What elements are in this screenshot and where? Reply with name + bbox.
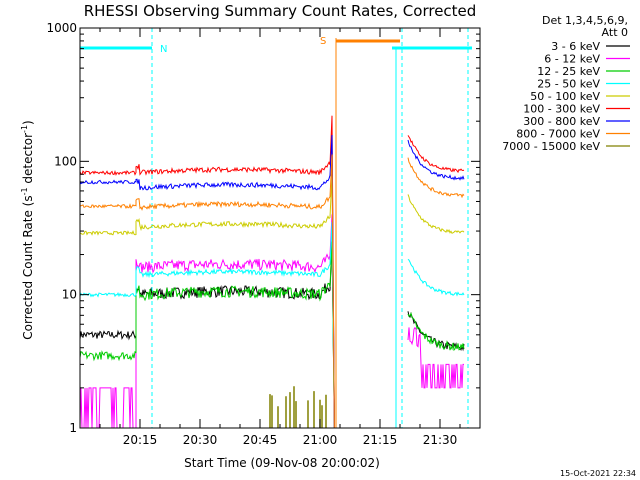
series-line-1 — [79, 241, 465, 429]
y-tick-label: 100 — [54, 154, 77, 168]
legend-label: 12 - 25 keV — [537, 65, 600, 78]
series-line-8 — [79, 154, 465, 429]
x-tick-label: 21:15 — [363, 433, 398, 447]
series-line-6 — [79, 115, 465, 429]
series-line-3 — [79, 241, 465, 429]
x-tick-label: 20:45 — [243, 433, 278, 447]
chart-title: RHESSI Observing Summary Count Rates, Co… — [84, 2, 477, 20]
series-line-7 — [79, 134, 465, 429]
series-line-5 — [79, 174, 465, 429]
x-axis: 20:15 20:30 20:45 21:00 21:15 21:30 — [99, 28, 461, 447]
x-tick-label: 20:30 — [183, 433, 218, 447]
flag-label-saa: S — [320, 36, 326, 47]
x-axis-label: Start Time (09-Nov-08 20:00:02) — [184, 456, 380, 470]
series-line-4 — [79, 222, 465, 429]
y-tick-label: 1 — [69, 421, 77, 435]
x-tick-label: 20:15 — [123, 433, 158, 447]
y-tick-label: 1000 — [46, 21, 77, 35]
y-tick-label: 10 — [62, 288, 77, 302]
legend-label: 300 - 800 keV — [523, 115, 600, 128]
legend-label: 6 - 12 keV — [544, 53, 600, 66]
x-tick-label: 21:00 — [303, 433, 338, 447]
legend-label: 7000 - 15000 keV — [502, 140, 600, 153]
legend-label: 50 - 100 keV — [530, 90, 600, 103]
legend-header-1: Det 1,3,4,5,6,9, — [542, 14, 628, 27]
timestamp: 15-Oct-2021 22:34 — [560, 469, 636, 478]
flag-label-night: N — [160, 44, 167, 55]
legend-label: 100 - 300 keV — [523, 103, 600, 116]
legend-label: 800 - 7000 keV — [516, 128, 600, 141]
plot-frame — [79, 27, 481, 429]
y-axis-label: Corrected Count Rate (s-1 detector-1) — [20, 120, 35, 339]
x-tick-label: 21:30 — [423, 433, 458, 447]
legend-header-2: Att 0 — [602, 26, 628, 39]
y-axis: 1 10 100 1000 — [46, 21, 480, 435]
series-line-9 — [269, 386, 327, 428]
legend-label: 25 - 50 keV — [537, 78, 600, 91]
plot-content: NS — [79, 28, 472, 429]
legend-label: 3 - 6 keV — [551, 40, 600, 53]
